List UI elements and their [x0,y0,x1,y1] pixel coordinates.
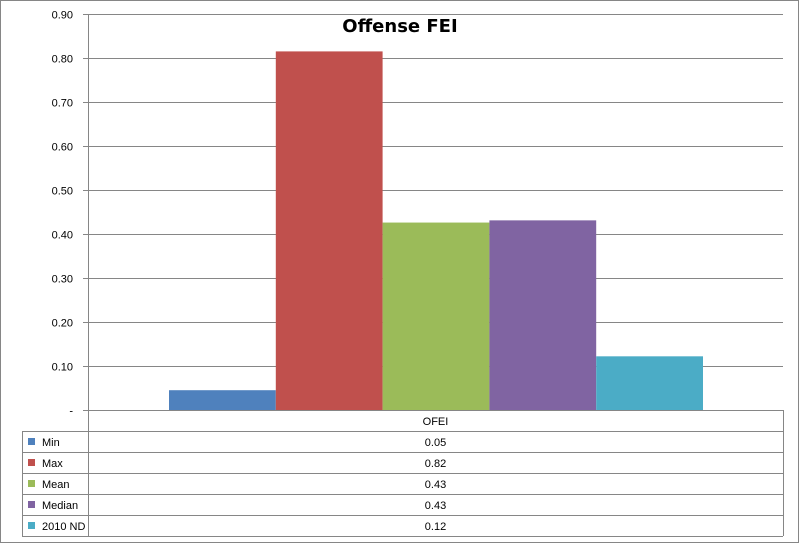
table-value: 0.43 [425,479,446,491]
bar-2010-nd [596,356,703,410]
y-tick-label: - [69,406,73,418]
y-axis: - 0.10 0.20 0.30 0.40 0.50 0.60 0.70 0.80 0.90 [52,10,89,418]
bar-max [275,51,383,411]
y-tick-label: 0.60 [52,142,73,154]
legend-label: 2010 ND [42,521,85,533]
legend-label: Min [42,437,60,449]
bar-median [489,220,597,410]
legend-label: Median [42,500,78,512]
legend-label: Max [42,458,63,470]
bar-min [169,390,276,410]
legend-label: Mean [42,479,70,491]
legend-key-max [28,459,35,466]
bars [169,51,703,411]
legend-key-mean [28,480,35,487]
table-category-header: OFEI [423,416,449,428]
y-tick-label: 0.40 [52,230,73,242]
bar-mean [382,222,490,410]
legend-key-min [28,438,35,445]
legend-key-median [28,501,35,508]
chart-title: Offense FEI [342,16,457,37]
data-table: OFEI Min 0.05 Max 0.82 Mean 0.43 Median 0.43 2010… [22,410,784,537]
y-tick-label: 0.10 [52,362,73,374]
legend-key-2010-nd [28,522,35,529]
table-value: 0.43 [425,500,446,512]
table-value: 0.82 [425,458,446,470]
table-value: 0.05 [425,437,446,449]
y-tick-label: 0.70 [52,98,73,110]
table-value: 0.12 [425,521,446,533]
y-tick-label: 0.80 [52,54,73,66]
y-tick-label: 0.50 [52,186,73,198]
y-tick-label: 0.90 [52,10,73,22]
y-tick-label: 0.20 [52,318,73,330]
y-tick-label: 0.30 [52,274,73,286]
